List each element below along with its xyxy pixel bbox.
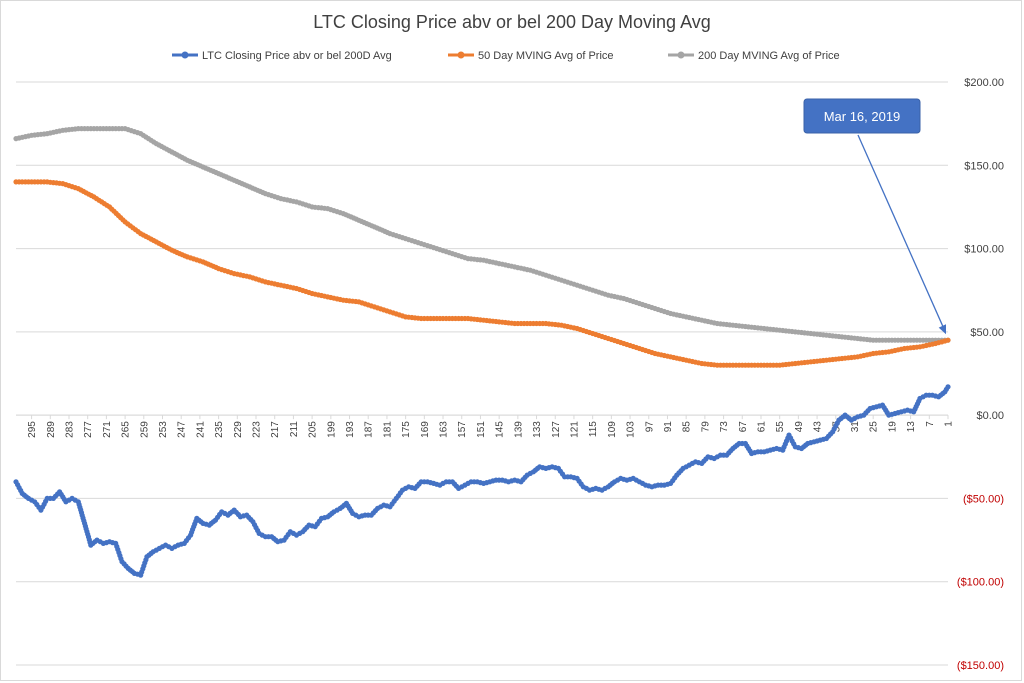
y-tick-label: $150.00 (964, 160, 1004, 172)
x-tick-label: 235 (214, 421, 225, 438)
series-ltc-vs-200d (13, 384, 951, 578)
y-tick-label: $50.00 (970, 327, 1004, 339)
x-tick-label: 223 (252, 421, 263, 438)
x-tick-label: 31 (850, 421, 861, 433)
legend-label: 50 Day MVING Avg of Price (478, 50, 614, 62)
x-tick-label: 127 (551, 421, 562, 438)
x-tick-label: 217 (270, 421, 281, 438)
y-axis-tick-labels: $200.00 $150.00 $100.00 $50.00 $0.00 ($50.00)… (957, 77, 1004, 672)
callout-label: Mar 16, 2019 (824, 109, 901, 124)
series-ma50 (13, 179, 951, 368)
x-tick-label: 247 (177, 421, 188, 438)
legend-item: 200 Day MVING Avg of Price (668, 50, 840, 62)
callout-box (803, 98, 921, 134)
x-tick-label: 25 (869, 421, 880, 433)
legend-label: LTC Closing Price abv or bel 200D Avg (202, 50, 392, 62)
x-tick-label: 67 (738, 421, 749, 433)
x-tick-label: 85 (682, 421, 693, 433)
x-tick-label: 253 (158, 421, 169, 438)
date-callout: Mar 16, 2019 (803, 98, 946, 335)
y-tick-label: ($50.00) (963, 493, 1004, 505)
x-tick-label: 91 (663, 421, 674, 433)
x-tick-label: 7 (925, 421, 936, 427)
x-tick-label: 151 (476, 421, 487, 438)
x-tick-label: 121 (569, 421, 580, 438)
y-tick-label: $200.00 (964, 77, 1004, 89)
y-tick-label: ($150.00) (957, 660, 1004, 672)
gridlines (16, 81, 948, 666)
x-tick-label: 73 (719, 421, 730, 433)
legend-swatch-marker (677, 51, 685, 59)
x-tick-label: 103 (626, 421, 637, 438)
x-tick-label: 205 (308, 421, 319, 438)
x-tick-label: 283 (64, 421, 75, 438)
callout-arrow-line (857, 134, 946, 332)
series-line (15, 127, 948, 342)
x-tick-label: 79 (700, 421, 711, 433)
x-tick-label: 163 (439, 421, 450, 438)
x-tick-label: 193 (345, 421, 356, 438)
x-tick-label: 271 (102, 421, 113, 438)
x-tick-label: 241 (195, 421, 206, 438)
y-tick-label: ($100.00) (957, 577, 1004, 589)
x-tick-label: 289 (46, 421, 57, 438)
x-tick-label: 259 (139, 421, 150, 438)
legend-label: 200 Day MVING Avg of Price (698, 50, 840, 62)
legend-item: LTC Closing Price abv or bel 200D Avg (172, 50, 392, 62)
x-tick-label: 277 (83, 421, 94, 438)
x-tick-label: 43 (813, 421, 824, 433)
x-tick-label: 19 (887, 421, 898, 433)
data-point (945, 337, 951, 343)
x-tick-label: 13 (906, 421, 917, 433)
x-axis-tick-labels: 295 289 283 277 271 265 259 253 247 241 235 229 223 2… (27, 415, 955, 438)
series-lines (13, 126, 951, 578)
x-tick-label: 169 (420, 421, 431, 438)
x-tick-label: 109 (607, 421, 618, 438)
x-tick-label: 175 (401, 421, 412, 438)
x-tick-label: 199 (326, 421, 337, 438)
x-tick-label: 97 (644, 421, 655, 433)
y-tick-label: $0.00 (976, 410, 1004, 422)
x-tick-label: 157 (457, 421, 468, 438)
x-tick-label: 295 (27, 421, 38, 438)
x-tick-label: 139 (513, 421, 524, 438)
y-tick-label: $100.00 (964, 244, 1004, 256)
x-tick-label: 61 (756, 421, 767, 433)
x-tick-label: 133 (532, 421, 543, 438)
series-line (16, 180, 949, 367)
legend-swatch-marker (181, 51, 189, 59)
x-tick-label: 265 (121, 421, 132, 438)
x-tick-label: 229 (233, 421, 244, 438)
series-ma200 (13, 126, 951, 343)
callout-arrow-head (938, 324, 946, 335)
data-point (945, 384, 951, 390)
chart-title: LTC Closing Price abv or bel 200 Day Mov… (313, 12, 711, 32)
x-tick-label: 187 (364, 421, 375, 438)
legend-swatch-marker (457, 51, 465, 59)
legend: LTC Closing Price abv or bel 200D Avg 50 … (172, 50, 840, 62)
x-tick-label: 115 (588, 421, 599, 437)
x-tick-label: 181 (382, 421, 393, 438)
legend-item: 50 Day MVING Avg of Price (448, 50, 614, 62)
x-tick-label: 1 (944, 421, 955, 427)
x-tick-label: 55 (775, 421, 786, 433)
x-tick-label: 49 (794, 421, 805, 433)
x-tick-label: 211 (289, 421, 300, 437)
x-tick-label: 145 (495, 421, 506, 438)
